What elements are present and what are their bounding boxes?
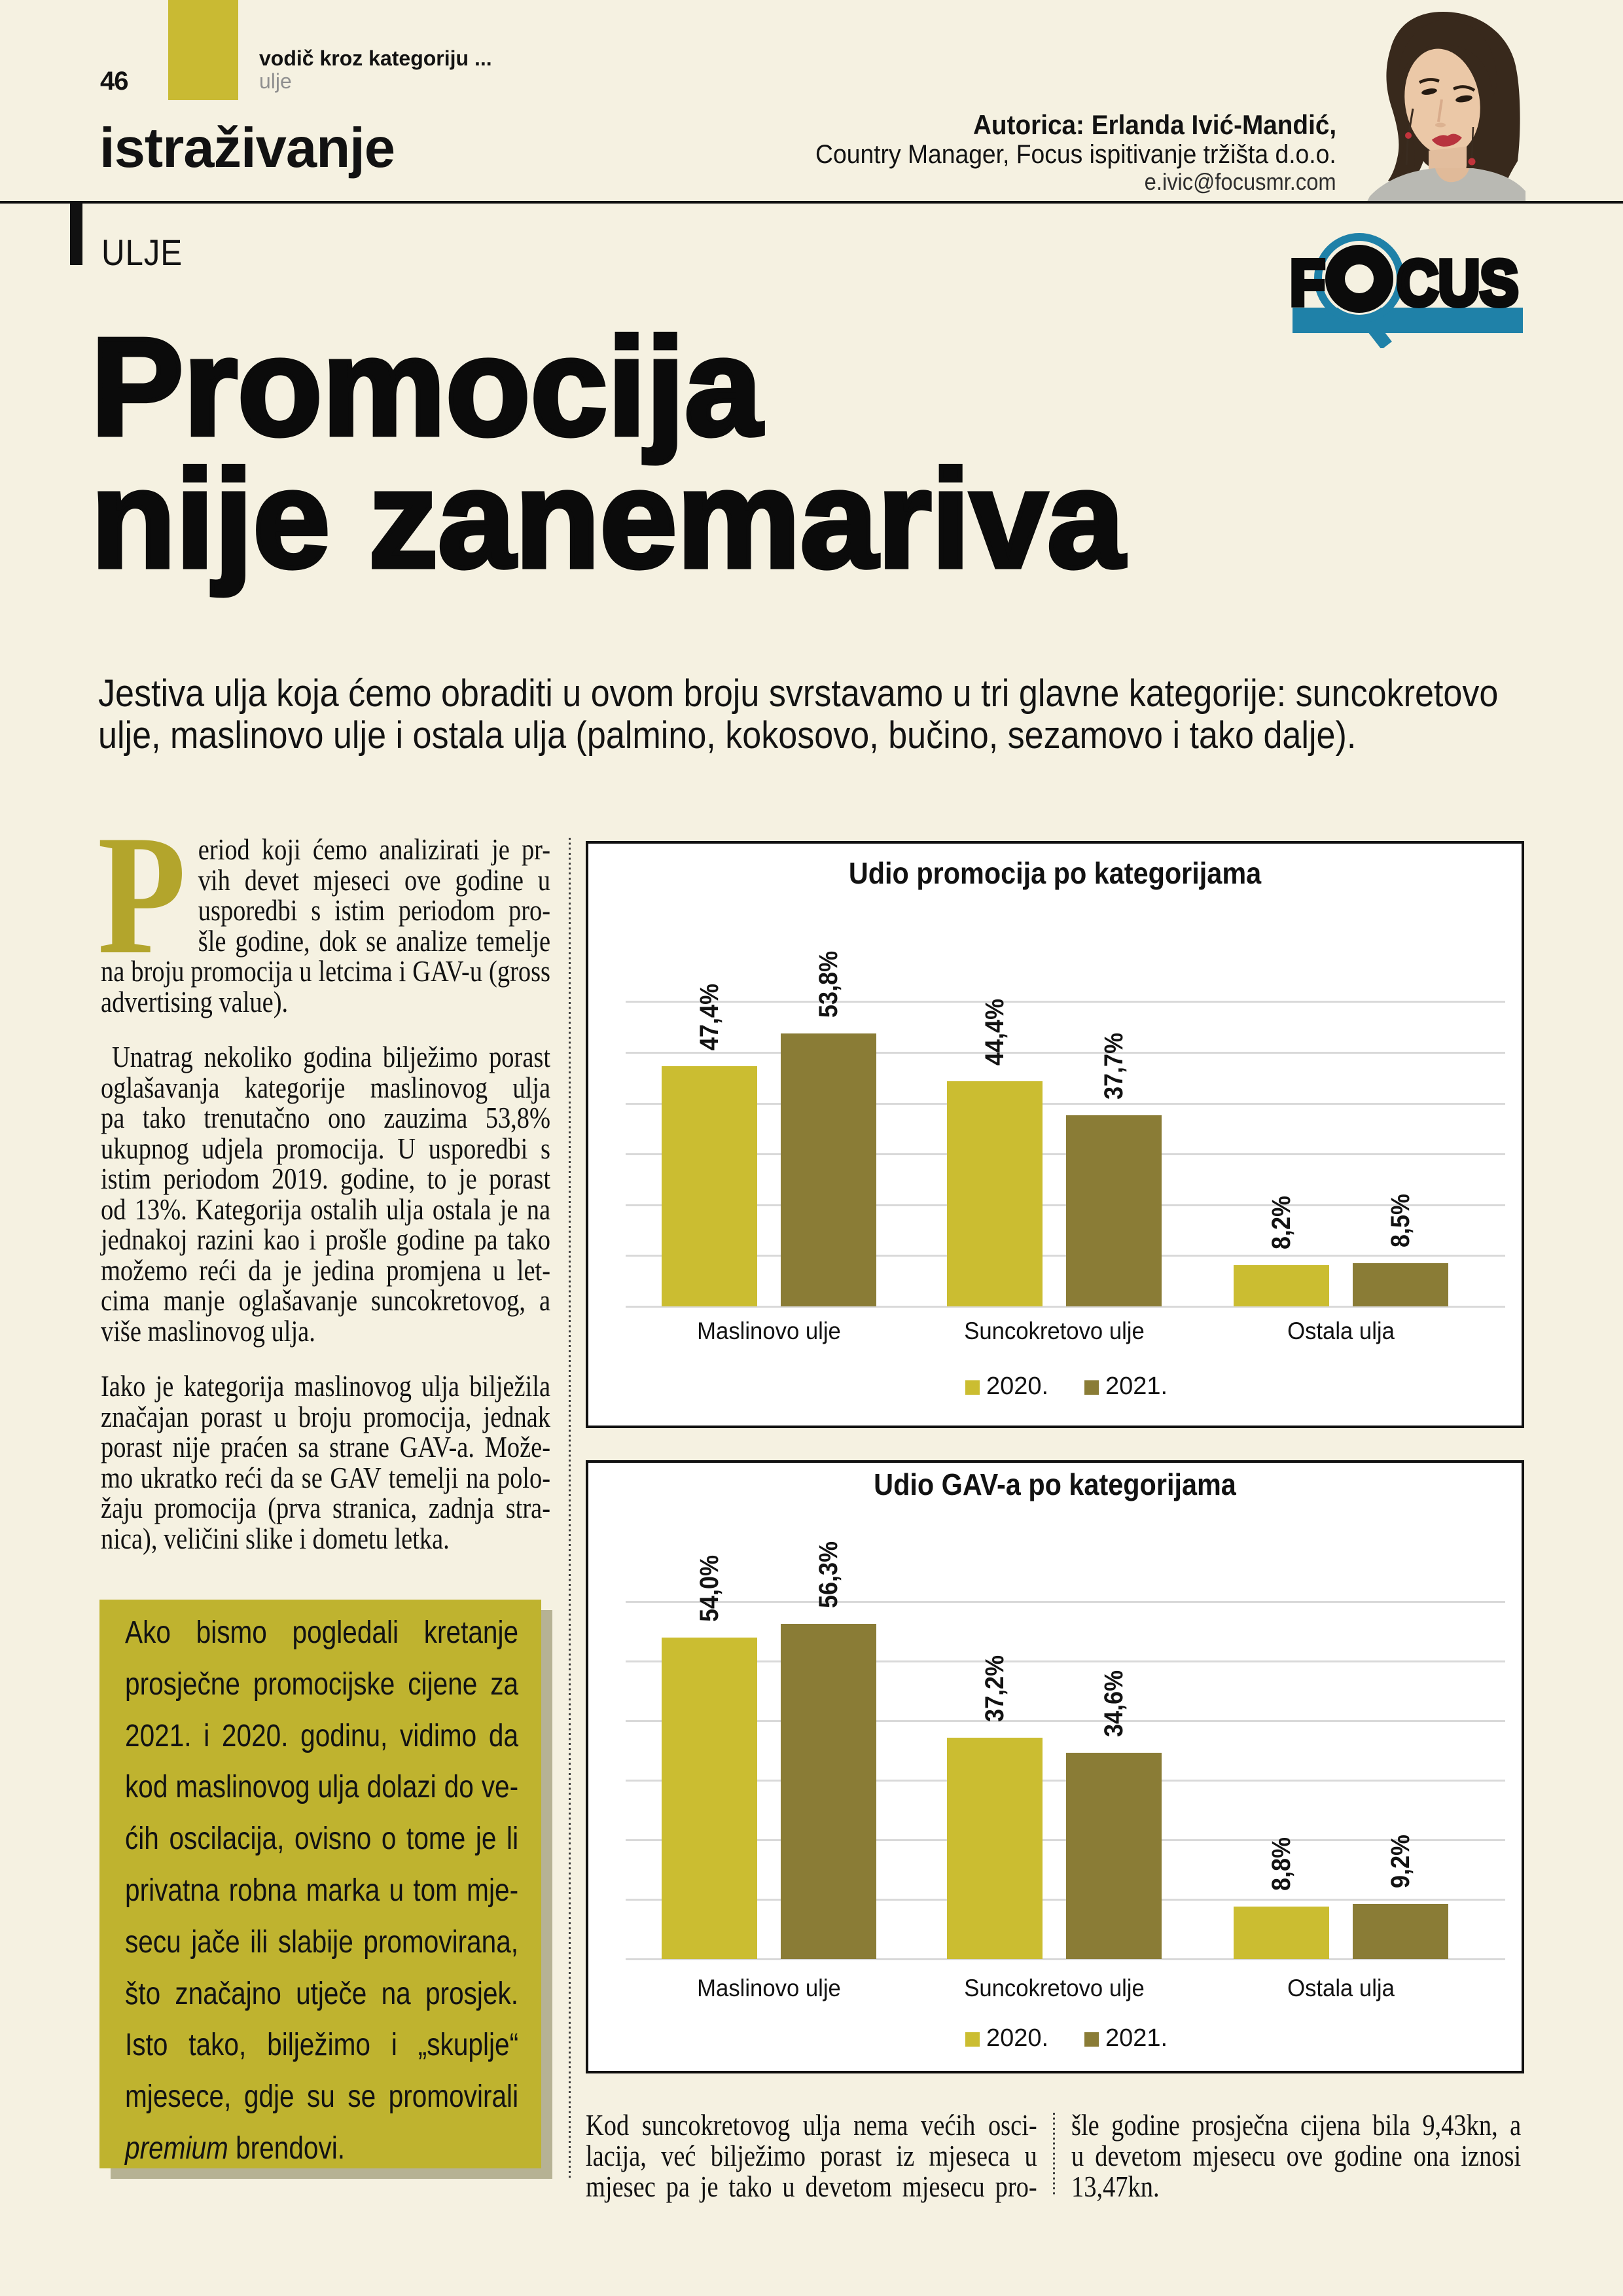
svg-text:F: F xyxy=(1291,247,1325,319)
svg-text:CUS: CUS xyxy=(1397,247,1518,319)
